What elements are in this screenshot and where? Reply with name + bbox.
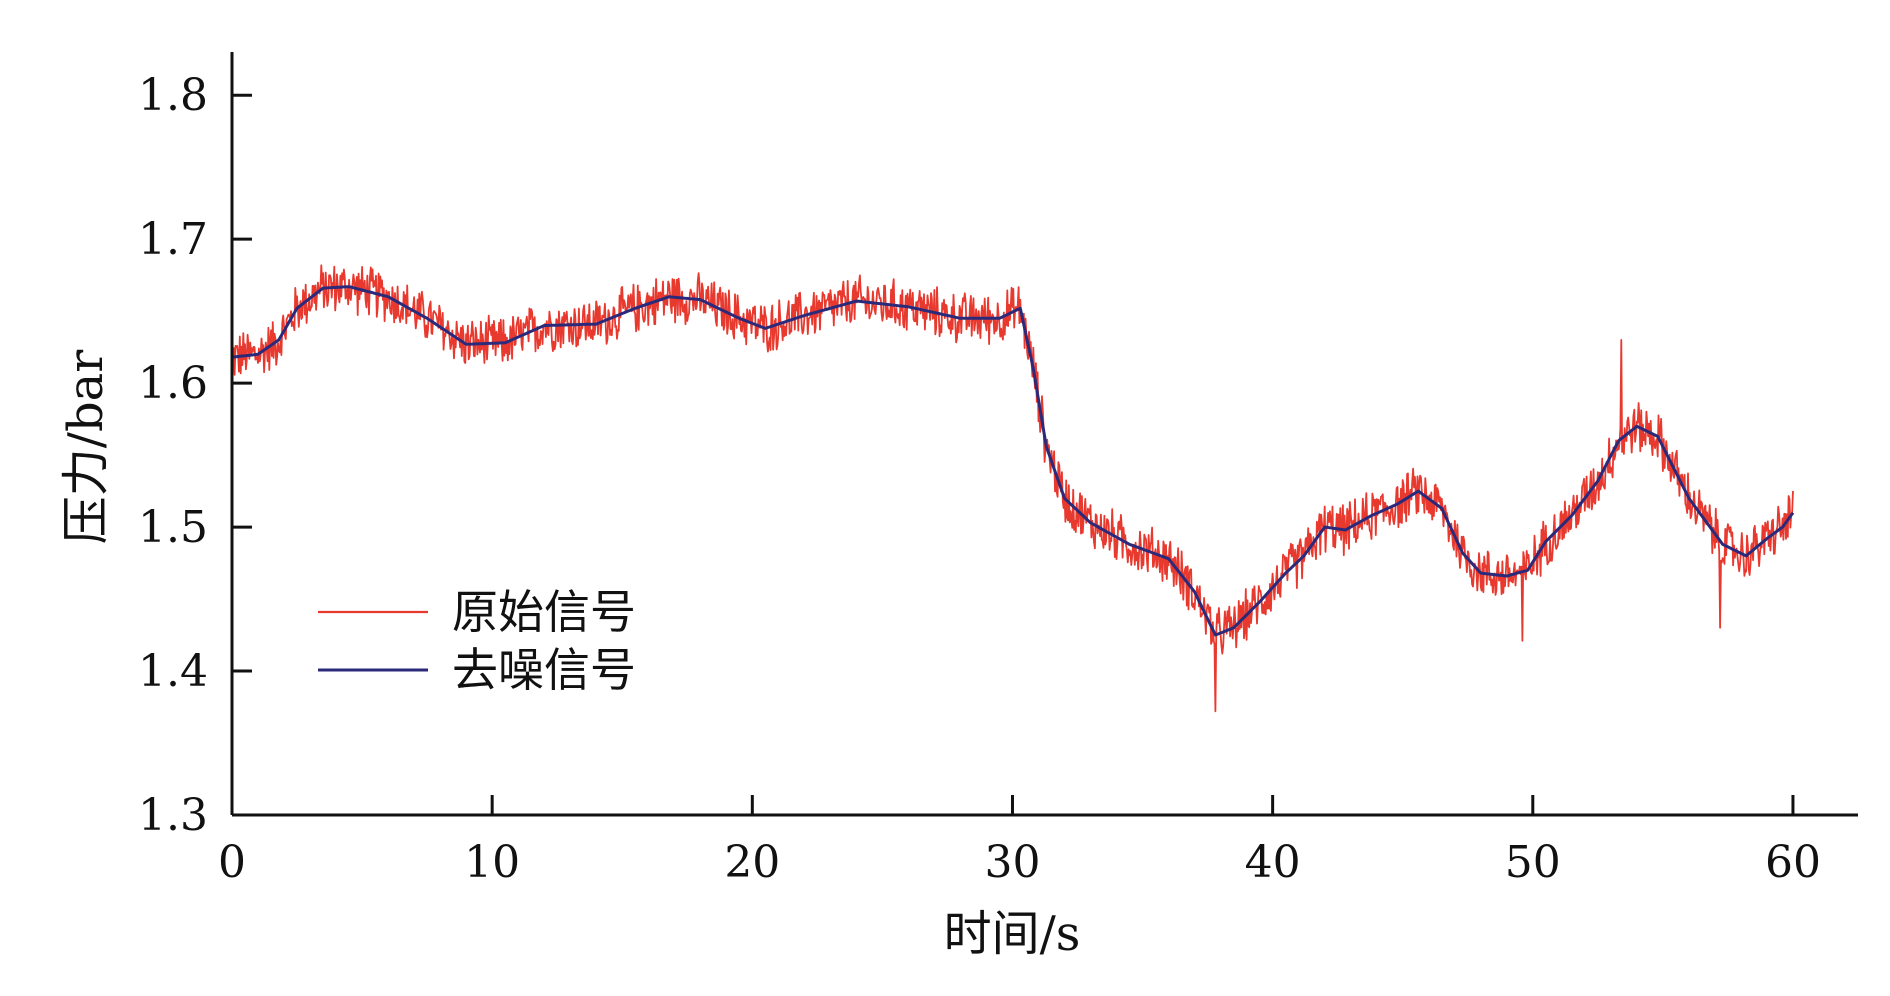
legend-label-denoised: 去噪信号 bbox=[452, 643, 636, 697]
y-tick-label: 1.4 bbox=[138, 646, 208, 697]
y-tick-label: 1.6 bbox=[138, 358, 208, 409]
x-tick-label: 0 bbox=[218, 837, 246, 888]
y-tick-label: 1.7 bbox=[138, 214, 208, 265]
denoised-signal-line bbox=[231, 285, 1795, 637]
y-tick-label: 1.5 bbox=[138, 502, 208, 553]
x-axis-title: 时间/s bbox=[944, 906, 1081, 962]
x-tick-label: 20 bbox=[724, 837, 780, 888]
y-tick-label: 1.8 bbox=[138, 70, 208, 121]
x-tick-label: 50 bbox=[1505, 837, 1561, 888]
y-tick-label: 1.3 bbox=[138, 790, 208, 841]
axes-layer: 0 10 20 30 40 50 60 1.3 1.4 1.5 1.6 1.7 1.8 bbox=[138, 52, 1858, 888]
legend-label-raw: 原始信号 bbox=[452, 585, 636, 639]
x-tick-label: 10 bbox=[464, 837, 520, 888]
x-tick-label: 40 bbox=[1245, 837, 1301, 888]
x-tick-label: 30 bbox=[984, 837, 1040, 888]
y-axis-title: 压力/bar bbox=[58, 350, 114, 545]
denoised-series-layer bbox=[231, 285, 1795, 637]
x-tick-label: 60 bbox=[1765, 837, 1821, 888]
